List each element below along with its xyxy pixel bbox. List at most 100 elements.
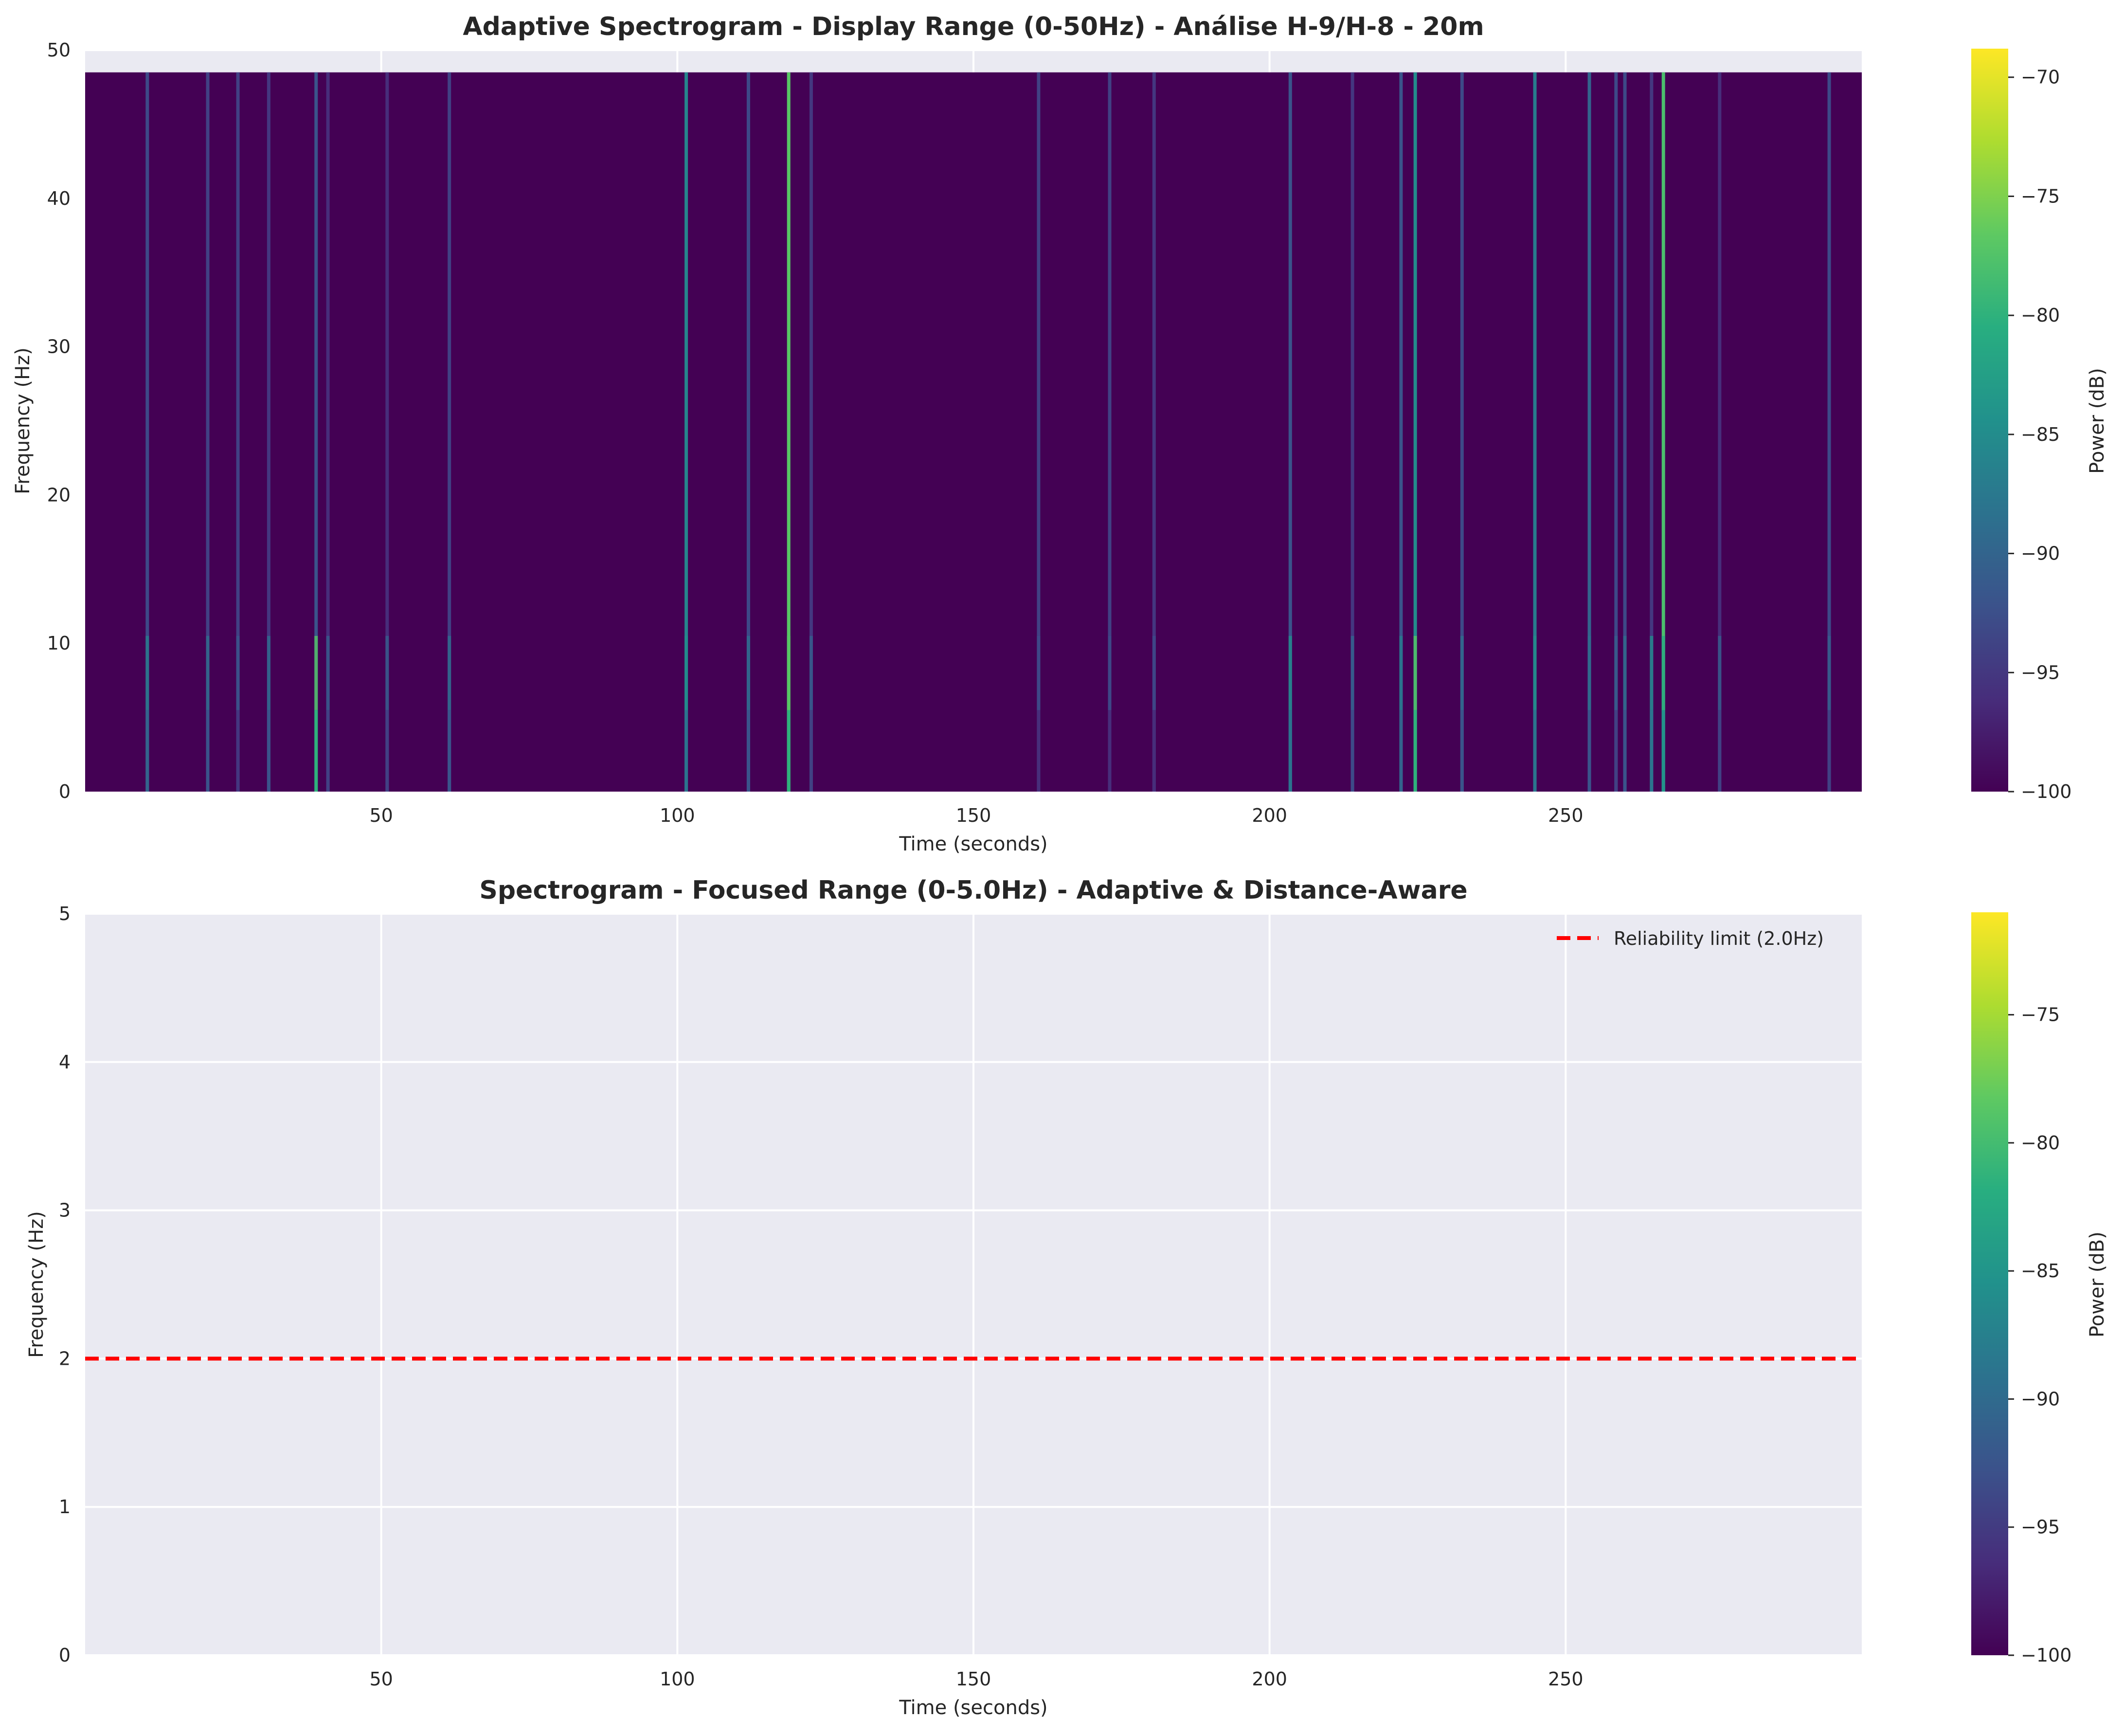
spectrogram-event-column: [1533, 72, 1537, 792]
spectrogram-event-band: [1718, 635, 1722, 710]
spectrogram-event-band: [1350, 710, 1354, 792]
colorbar-gradient: [1971, 912, 2008, 1655]
spectrogram-event-band: [236, 635, 240, 710]
colorbar-tick-label: −100: [2021, 1645, 2071, 1666]
spectrogram-event-column: [206, 72, 210, 792]
spectrogram-event-band: [145, 710, 149, 792]
colorbar-tick-label: −75: [2021, 1004, 2060, 1026]
spectrogram-event-column: [267, 72, 270, 792]
spectrogram-event-band: [385, 710, 389, 792]
y-axis-label: Frequency (Hz): [12, 347, 34, 494]
spectrogram-event-band: [326, 710, 330, 792]
spectrogram-event-band: [1650, 710, 1654, 792]
spectrogram-event-band: [684, 710, 688, 792]
spectrogram-event-band: [1533, 710, 1537, 792]
colorbar-1: −70 −75 −80 −85 −90 −95 −100 Power (dB): [1971, 49, 2108, 802]
x-tick-label: 200: [1252, 1668, 1287, 1690]
spectrogram-event-band: [1718, 710, 1722, 792]
x-tick-labels: 50 100 150 200 250: [369, 1668, 1583, 1690]
spectrogram-event-band: [206, 635, 210, 710]
colorbar-tick-label: −80: [2021, 305, 2060, 326]
spectrogram-event-column: [684, 72, 688, 792]
colorbar-tick-label: −70: [2021, 67, 2060, 88]
spectrogram-event-column: [809, 72, 813, 792]
colorbar-tick-label: −85: [2021, 1260, 2060, 1282]
spectrogram-event-band: [809, 710, 813, 792]
spectrogram-events: [145, 72, 1831, 792]
y-tick-label: 5: [59, 903, 71, 924]
spectrogram-event-band: [1152, 635, 1156, 710]
y-tick-label: 2: [59, 1348, 71, 1369]
spectrogram-event-band: [1650, 635, 1654, 710]
spectrogram-event-band: [1108, 710, 1112, 792]
colorbar-2: −75 −80 −85 −90 −95 −100 Power (dB): [1971, 912, 2108, 1666]
spectrogram-event-band: [1827, 710, 1831, 792]
colorbar-tick-label: −85: [2021, 424, 2060, 445]
spectrogram-event-band: [1413, 710, 1417, 792]
chart-title: Spectrogram - Focused Range (0-5.0Hz) - …: [479, 876, 1467, 905]
spectrogram-event-column: [314, 72, 318, 792]
spectrogram-event-band: [809, 635, 813, 710]
colorbar-tick-label: −90: [2021, 1388, 2060, 1410]
spectrogram-event-band: [787, 710, 791, 792]
chart-title: Adaptive Spectrogram - Display Range (0-…: [463, 12, 1484, 41]
spectrogram-event-column: [1413, 72, 1417, 792]
spectrogram-event-band: [1037, 710, 1041, 792]
y-tick-label: 3: [59, 1200, 71, 1221]
spectrogram-event-column: [1288, 72, 1292, 792]
colorbar-label: Power (dB): [2086, 368, 2108, 474]
spectrogram-event-column: [1399, 72, 1403, 792]
x-axis-label: Time (seconds): [899, 833, 1047, 855]
spectrogram-event-column: [1650, 72, 1654, 792]
colorbar-tick-label: −80: [2021, 1132, 2060, 1154]
spectrogram-event-band: [1533, 635, 1537, 710]
spectrogram-panel-display-range: Adaptive Spectrogram - Display Range (0-…: [12, 12, 1862, 855]
spectrogram-event-column: [1350, 72, 1354, 792]
spectrogram-event-band: [1460, 710, 1464, 792]
y-tick-label: 40: [47, 188, 71, 209]
spectrogram-event-column: [1623, 72, 1627, 792]
spectrogram-event-band: [314, 635, 318, 710]
spectrogram-event-band: [1399, 710, 1403, 792]
y-tick-label: 1: [59, 1496, 71, 1518]
colorbar-gradient: [1971, 49, 2008, 792]
spectrogram-event-band: [1152, 710, 1156, 792]
legend-label: Reliability limit (2.0Hz): [1614, 928, 1824, 949]
colorbar-tick-labels: −75 −80 −85 −90 −95 −100: [2008, 1004, 2071, 1666]
y-tick-labels: 0 10 20 30 40 50: [47, 39, 71, 802]
x-tick-label: 250: [1548, 805, 1584, 826]
spectrogram-event-band: [1108, 635, 1112, 710]
spectrogram-event-band: [385, 635, 389, 710]
spectrogram-event-band: [1614, 635, 1618, 710]
spectrogram-event-column: [326, 72, 330, 792]
y-tick-label: 50: [47, 39, 71, 61]
spectrogram-event-column: [1037, 72, 1041, 792]
spectrogram-event-band: [1350, 635, 1354, 710]
spectrogram-event-band: [1413, 635, 1417, 710]
x-tick-labels: 50 100 150 200 250: [369, 805, 1583, 826]
spectrogram-event-band: [787, 635, 791, 710]
x-tick-label: 100: [660, 805, 695, 826]
spectrogram-event-column: [1587, 72, 1591, 792]
x-tick-label: 250: [1548, 1668, 1584, 1690]
spectrogram-event-band: [236, 710, 240, 792]
spectrogram-event-column: [1460, 72, 1464, 792]
spectrogram-event-column: [1827, 72, 1831, 792]
spectrogram-event-column: [145, 72, 149, 792]
x-axis-label: Time (seconds): [899, 1697, 1047, 1719]
spectrogram-event-band: [448, 710, 451, 792]
spectrogram-event-band: [1037, 635, 1041, 710]
spectrogram-event-column: [448, 72, 451, 792]
colorbar-tick-labels: −70 −75 −80 −85 −90 −95 −100: [2008, 67, 2071, 802]
colorbar-label: Power (dB): [2086, 1231, 2108, 1338]
spectrogram-mesh: [85, 72, 1862, 792]
spectrogram-event-column: [787, 72, 791, 792]
spectrogram-event-band: [267, 635, 270, 710]
spectrogram-event-band: [1614, 710, 1618, 792]
spectrogram-event-band: [1399, 635, 1403, 710]
y-tick-label: 20: [47, 484, 71, 506]
spectrogram-event-band: [145, 635, 149, 710]
y-tick-labels: 0 1 2 3 4 5: [59, 903, 71, 1666]
y-tick-label: 0: [59, 781, 71, 802]
